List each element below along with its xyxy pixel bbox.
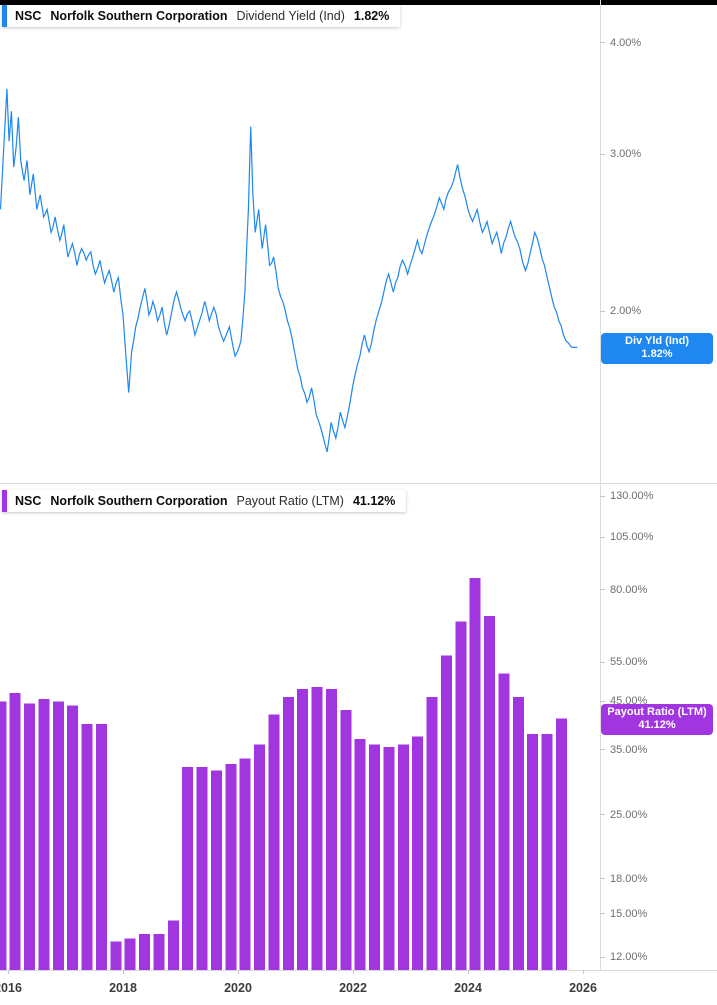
payout-ratio-bar[interactable] xyxy=(254,744,266,970)
metric-value: 41.12% xyxy=(352,494,396,508)
dividend-yield-legend: NSC Norfolk Southern Corporation Dividen… xyxy=(2,5,401,27)
x-axis-tick xyxy=(468,970,469,974)
payout-ratio-bar[interactable] xyxy=(196,767,208,970)
payout-ratio-bar[interactable] xyxy=(210,770,222,970)
window-top-border xyxy=(0,0,717,5)
y-axis-tick-label: 25.00% xyxy=(600,808,717,822)
payout-ratio-bar[interactable] xyxy=(340,710,352,970)
y-axis-tick-label: 12.00% xyxy=(600,950,717,964)
y-axis-tick-label: 18.00% xyxy=(600,872,717,886)
payout-ratio-bar[interactable] xyxy=(555,718,567,970)
payout-ratio-bar[interactable] xyxy=(153,934,165,970)
payout-ratio-badge: Payout Ratio (LTM) 41.12% xyxy=(601,703,713,735)
x-axis-year-label: 2024 xyxy=(454,981,482,995)
payout-ratio-bar[interactable] xyxy=(311,686,323,970)
payout-ratio-bar[interactable] xyxy=(110,941,122,971)
payout-ratio-bar[interactable] xyxy=(167,920,179,970)
payout-ratio-bar[interactable] xyxy=(325,688,337,970)
payout-ratio-bar[interactable] xyxy=(139,934,151,970)
dividend-yield-badge: Div Yld (Ind) 1.82% xyxy=(601,332,713,364)
payout-ratio-bar[interactable] xyxy=(124,938,136,970)
payout-ratio-bar[interactable] xyxy=(397,744,409,970)
y-axis-tick-label: 35.00% xyxy=(600,743,717,757)
x-axis-tick xyxy=(353,970,354,974)
payout-ratio-bar[interactable] xyxy=(239,758,251,970)
x-axis-year-label: 2018 xyxy=(109,981,137,995)
y-axis-tick-label: 15.00% xyxy=(600,907,717,921)
y-axis-line xyxy=(600,0,601,970)
payout-ratio-bar[interactable] xyxy=(498,673,510,970)
payout-ratio-bar[interactable] xyxy=(383,747,395,970)
payout-ratio-bar[interactable] xyxy=(512,697,524,970)
badge-metric-value: 41.12% xyxy=(638,719,676,732)
payout-ratio-bar[interactable] xyxy=(38,699,50,970)
payout-ratio-bar[interactable] xyxy=(369,744,381,970)
payout-ratio-bar[interactable] xyxy=(354,739,366,970)
payout-ratio-bar[interactable] xyxy=(297,688,309,970)
company-name: Norfolk Southern Corporation xyxy=(50,494,228,508)
x-axis-line xyxy=(0,970,717,971)
x-axis-tick xyxy=(8,970,9,974)
payout-ratio-bar[interactable] xyxy=(412,736,424,971)
payout-ratio-bar[interactable] xyxy=(0,701,7,970)
payout-ratio-bar[interactable] xyxy=(469,578,481,970)
payout-ratio-bar[interactable] xyxy=(484,615,496,970)
payout-ratio-legend: NSC Norfolk Southern Corporation Payout … xyxy=(2,490,407,512)
metric-value: 1.82% xyxy=(353,9,390,23)
y-axis-tick-label: 55.00% xyxy=(600,655,717,669)
payout-ratio-bar[interactable] xyxy=(67,705,79,970)
badge-metric-value: 1.82% xyxy=(641,348,673,361)
panel-divider xyxy=(0,483,717,484)
badge-metric-label: Payout Ratio (LTM) xyxy=(607,705,707,718)
payout-ratio-bar[interactable] xyxy=(24,703,36,970)
y-axis-tick-label: 105.00% xyxy=(600,530,717,544)
badge-metric-label: Div Yld (Ind) xyxy=(625,334,689,347)
payout-ratio-bar-chart[interactable] xyxy=(0,483,600,970)
ticker-symbol: NSC xyxy=(15,494,42,508)
payout-ratio-bar[interactable] xyxy=(455,621,467,970)
payout-ratio-bar[interactable] xyxy=(52,701,64,970)
x-axis-tick xyxy=(238,970,239,974)
payout-ratio-bar[interactable] xyxy=(426,697,438,970)
payout-ratio-bar[interactable] xyxy=(282,697,294,970)
x-axis-tick xyxy=(583,970,584,974)
metric-name: Payout Ratio (LTM) xyxy=(236,494,344,508)
x-axis-year-label: 2020 xyxy=(224,981,252,995)
y-axis-tick-label: 80.00% xyxy=(600,583,717,597)
y-axis-tick-label: 2.00% xyxy=(600,304,717,318)
ticker-symbol: NSC xyxy=(15,9,42,23)
y-axis-tick-label: 3.00% xyxy=(600,147,717,161)
metric-name: Dividend Yield (Ind) xyxy=(236,9,345,23)
legend-accent-bar-purple xyxy=(2,490,7,512)
y-axis-tick-label: 4.00% xyxy=(600,36,717,50)
payout-ratio-bar[interactable] xyxy=(541,734,553,970)
payout-ratio-bar[interactable] xyxy=(225,764,237,970)
y-axis-tick-label: 130.00% xyxy=(600,489,717,503)
x-axis-year-label: 2016 xyxy=(0,981,22,995)
payout-ratio-bar[interactable] xyxy=(182,767,194,970)
legend-accent-bar-blue xyxy=(2,5,7,27)
x-axis-year-label: 2026 xyxy=(569,981,597,995)
x-axis-tick xyxy=(123,970,124,974)
dividend-yield-line-chart[interactable] xyxy=(0,0,600,483)
payout-ratio-bar[interactable] xyxy=(95,724,107,970)
payout-ratio-bar[interactable] xyxy=(9,692,21,970)
payout-ratio-bar[interactable] xyxy=(527,734,539,970)
company-name: Norfolk Southern Corporation xyxy=(50,9,228,23)
payout-ratio-bar[interactable] xyxy=(268,714,280,970)
payout-ratio-bar[interactable] xyxy=(440,655,452,971)
payout-ratio-bar[interactable] xyxy=(81,724,93,970)
x-axis-year-label: 2022 xyxy=(339,981,367,995)
